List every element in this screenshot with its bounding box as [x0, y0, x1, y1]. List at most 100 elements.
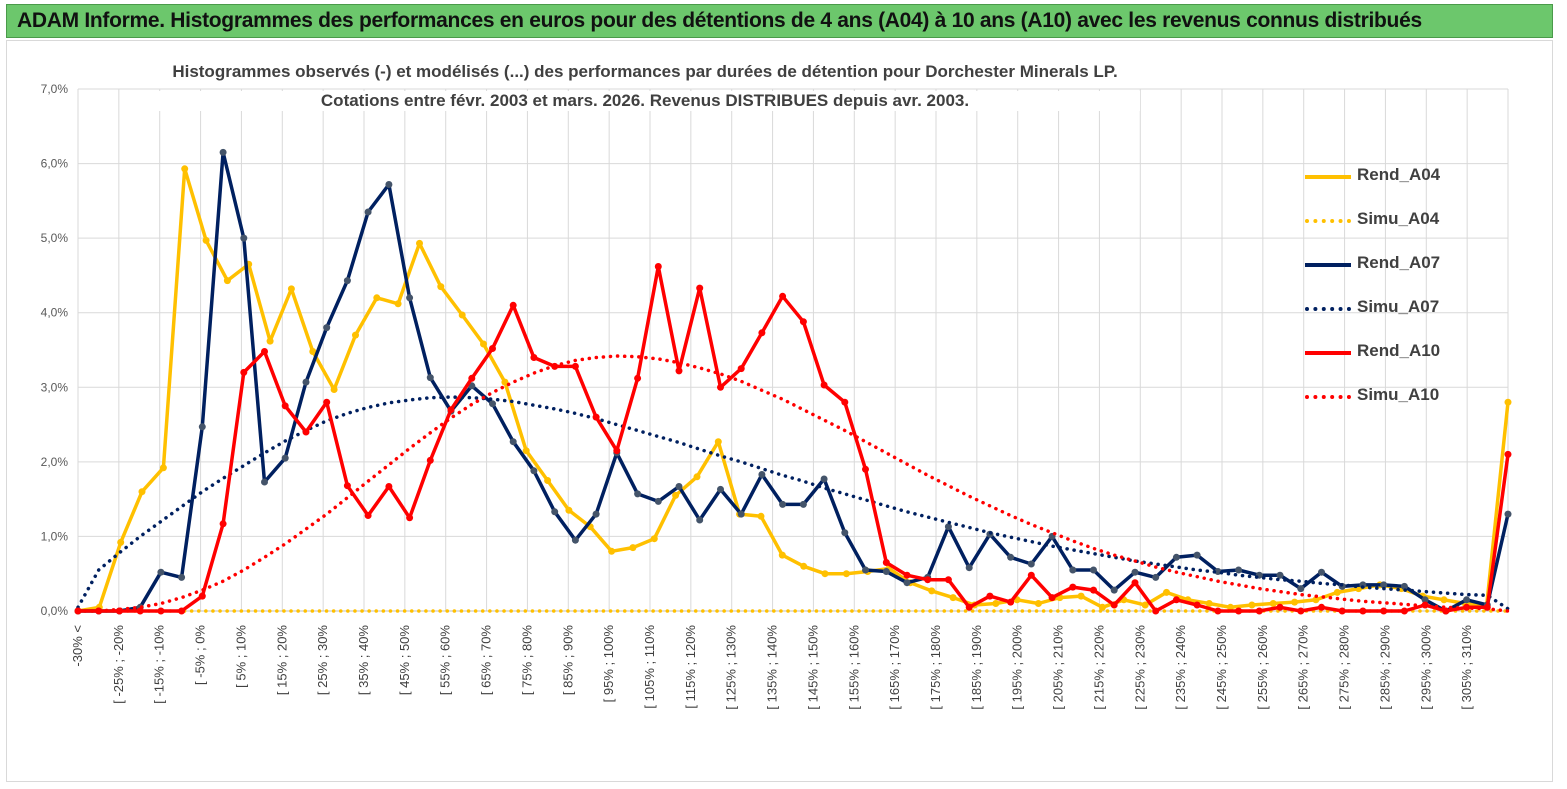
x-tick-label: [ -5% ; 0% [193, 625, 208, 685]
data-point-rend-a04 [928, 587, 936, 595]
data-point-rend-a07 [157, 568, 165, 576]
data-point-rend-a10 [364, 512, 372, 519]
data-point-rend-a10 [758, 329, 766, 337]
legend-swatch [1305, 263, 1351, 267]
x-tick-label: [ 125% ; 130% [724, 625, 739, 710]
x-tick-label: [ 185% ; 190% [969, 625, 984, 710]
data-point-rend-a07 [240, 234, 248, 242]
data-point-rend-a04 [629, 544, 637, 552]
data-point-rend-a07 [592, 510, 600, 518]
data-point-rend-a07 [1007, 553, 1015, 561]
x-tick-label: [ 165% ; 170% [887, 625, 902, 710]
x-tick-label: [ 95% ; 100% [601, 625, 616, 703]
data-point-rend-a10 [157, 607, 165, 615]
data-point-rend-a10 [862, 465, 869, 473]
data-point-rend-a07 [406, 294, 414, 302]
x-tick-label: [ 155% ; 160% [846, 625, 861, 710]
data-point-rend-a04 [1504, 398, 1512, 406]
data-point-rend-a07 [1318, 568, 1325, 576]
data-point-rend-a10 [178, 607, 186, 615]
data-point-rend-a04 [458, 311, 466, 319]
series-line-rend-a04 [77, 167, 1510, 613]
data-point-rend-a07 [799, 500, 807, 508]
data-point-rend-a04 [1141, 601, 1149, 609]
data-point-rend-a04 [117, 538, 125, 546]
x-tick-label: -30% < [70, 625, 85, 667]
data-point-rend-a04 [672, 491, 680, 499]
data-point-rend-a04 [138, 488, 146, 496]
x-tick-label: [ 215% ; 220% [1091, 625, 1106, 710]
data-point-rend-a04 [159, 464, 167, 472]
data-point-rend-a10 [1442, 607, 1450, 615]
data-point-rend-a07 [1027, 560, 1035, 568]
legend-label: Rend_A10 [1357, 341, 1441, 360]
data-point-rend-a10 [944, 576, 952, 584]
legend-swatch [1305, 395, 1351, 399]
data-point-rend-a07 [1463, 596, 1471, 604]
data-point-rend-a07 [1090, 566, 1097, 574]
chart-title-line2: Cotations entre févr. 2003 et mars. 2026… [150, 91, 1140, 111]
x-tick-label: [ 235% ; 240% [1173, 625, 1188, 710]
data-point-rend-a07 [302, 378, 310, 386]
data-point-rend-a07 [1400, 582, 1408, 590]
data-point-rend-a07 [1504, 510, 1512, 518]
data-point-rend-a07 [571, 536, 579, 544]
data-point-rend-a07 [281, 454, 289, 462]
x-tick-label: [ 65% ; 70% [479, 625, 494, 696]
data-point-rend-a04 [416, 239, 423, 247]
legend-item-rend-a07: Rend_A07 [1305, 251, 1465, 295]
data-point-rend-a04 [693, 473, 701, 481]
data-point-rend-a04 [1269, 600, 1277, 607]
data-point-rend-a10 [1007, 598, 1015, 606]
data-point-rend-a10 [1318, 603, 1325, 611]
data-point-rend-a04 [714, 438, 722, 446]
data-point-rend-a10 [779, 292, 787, 300]
x-tick-label: [ 285% ; 290% [1377, 625, 1392, 710]
data-point-rend-a04 [480, 340, 487, 348]
data-point-rend-a07 [862, 566, 869, 574]
data-point-rend-a04 [1077, 592, 1085, 600]
data-point-rend-a10 [406, 514, 414, 522]
data-point-rend-a10 [882, 559, 890, 566]
data-point-rend-a07 [717, 485, 724, 493]
data-point-rend-a04 [778, 551, 786, 559]
y-tick-label: 7,0% [41, 82, 69, 96]
data-point-rend-a07 [675, 483, 683, 490]
x-tick-label: [ 5% ; 10% [233, 625, 248, 688]
data-point-rend-a10 [385, 483, 393, 490]
data-point-rend-a07 [1421, 596, 1429, 604]
data-point-rend-a04 [650, 535, 658, 543]
data-point-rend-a10 [447, 406, 455, 414]
legend-label: Rend_A07 [1357, 253, 1441, 272]
data-point-rend-a07 [654, 497, 662, 505]
data-point-rend-a10 [820, 381, 828, 389]
x-tick-label: [ 45% ; 50% [397, 625, 412, 696]
data-point-rend-a10 [1235, 607, 1243, 615]
data-point-rend-a04 [309, 348, 317, 355]
data-point-rend-a07 [1276, 571, 1284, 579]
data-point-rend-a10 [1090, 586, 1097, 594]
x-tick-label: [ 25% ; 30% [315, 625, 330, 696]
y-tick-label: 5,0% [41, 231, 69, 245]
data-point-rend-a04 [565, 506, 573, 514]
data-point-rend-a04 [608, 547, 616, 555]
data-point-rend-a07 [696, 516, 704, 524]
y-tick-label: 1,0% [41, 529, 69, 543]
data-point-rend-a07 [1214, 568, 1222, 575]
data-point-rend-a07 [509, 438, 517, 446]
data-point-rend-a10 [634, 374, 642, 382]
data-point-rend-a04 [821, 570, 829, 578]
data-point-rend-a10 [696, 284, 704, 292]
x-tick-label: [ -15% ; -10% [152, 625, 167, 704]
data-point-rend-a07 [1110, 586, 1118, 594]
data-point-rend-a07 [261, 478, 268, 486]
data-point-rend-a07 [1131, 568, 1139, 576]
data-point-rend-a10 [1338, 607, 1346, 615]
x-tick-label: [ 35% ; 40% [356, 625, 371, 696]
data-point-rend-a04 [1163, 588, 1170, 596]
data-point-rend-a10 [1131, 579, 1139, 587]
data-point-rend-a10 [717, 383, 724, 391]
data-point-rend-a07 [219, 148, 227, 156]
data-point-rend-a07 [965, 564, 973, 572]
data-point-rend-a10 [1069, 583, 1077, 591]
